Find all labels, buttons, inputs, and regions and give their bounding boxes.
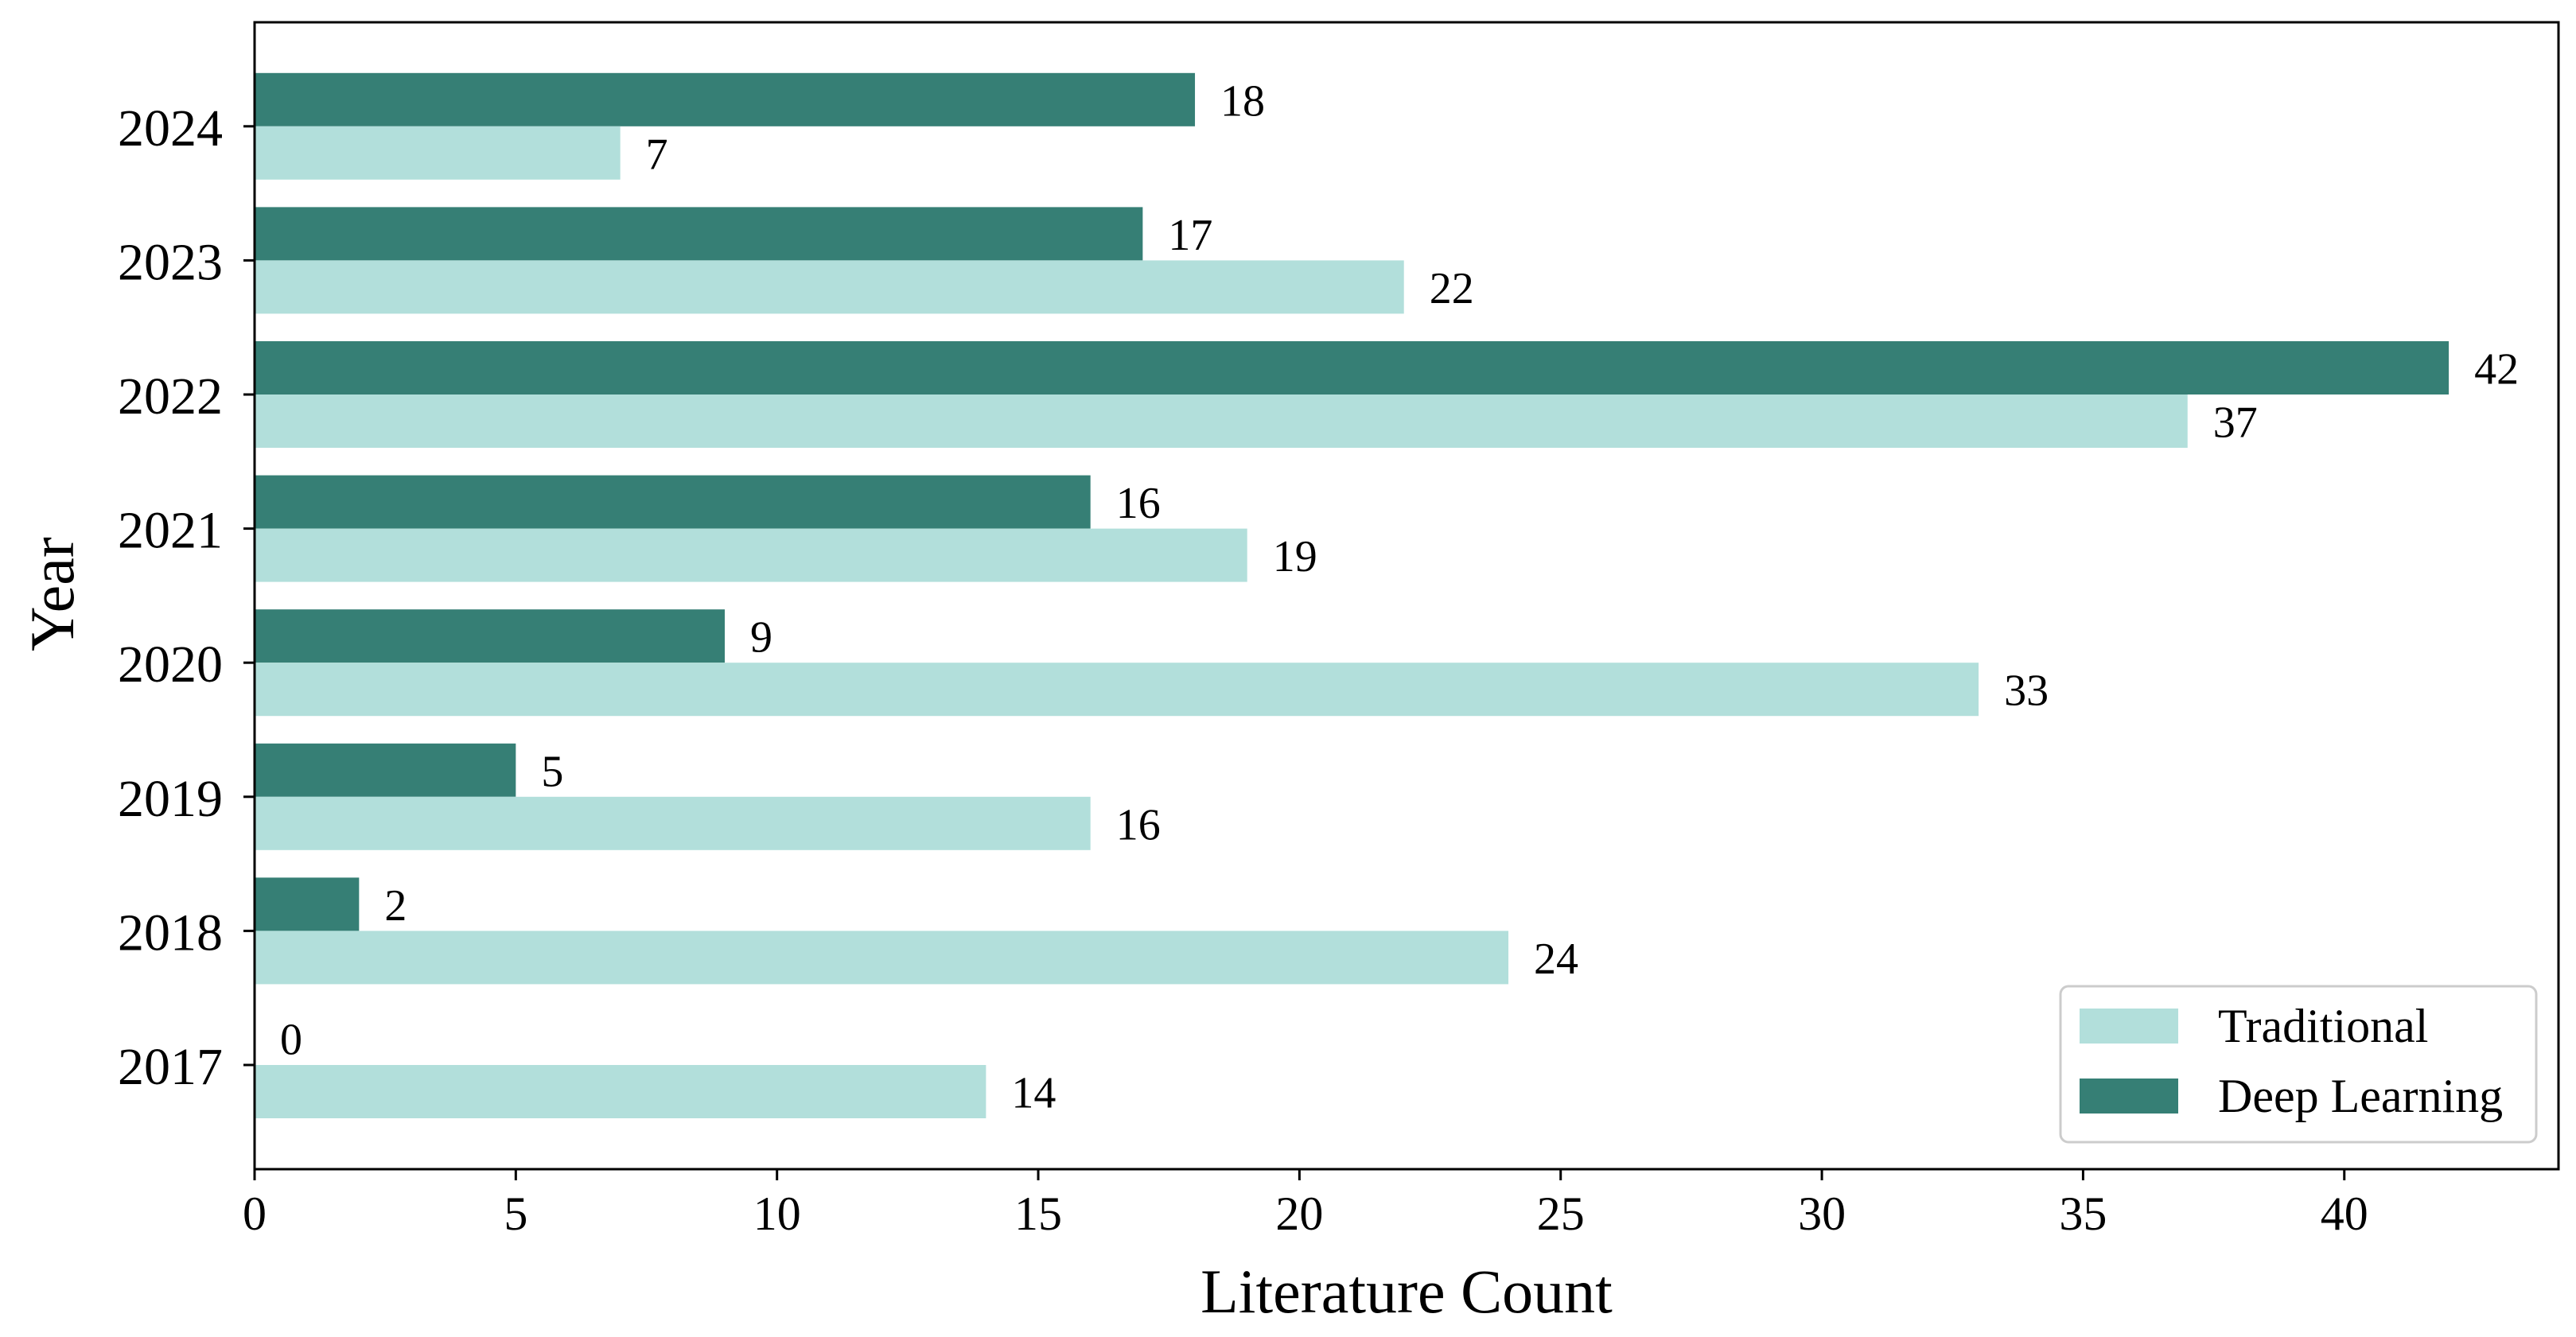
x-tick-label-20: 20: [1275, 1187, 1323, 1240]
data-label-deep-learning-2020: 9: [750, 613, 772, 663]
x-tick-label-10: 10: [753, 1187, 801, 1240]
bar-traditional-2020: [255, 663, 1979, 717]
data-label-deep-learning-2019: 5: [541, 747, 563, 796]
bar-deep-learning-2018: [255, 877, 360, 931]
y-tick-label-2023: 2023: [118, 233, 223, 291]
bar-traditional-2019: [255, 796, 1091, 850]
y-tick-label-2021: 2021: [118, 502, 223, 560]
y-tick-label-2024: 2024: [118, 99, 223, 157]
x-tick-label-0: 0: [243, 1187, 267, 1240]
bar-traditional-2022: [255, 394, 2188, 448]
data-labels-layer: 0 14 2 24 5 16 9 33 16 19 42 37 17 22 18 7: [280, 76, 2519, 1117]
y-axis-title: Year: [18, 537, 87, 651]
bar-deep-learning-2019: [255, 743, 516, 797]
data-label-deep-learning-2024: 18: [1220, 76, 1265, 126]
data-label-deep-learning-2022: 42: [2474, 345, 2519, 394]
x-tick-label-35: 35: [2059, 1187, 2107, 1240]
legend: Traditional Deep Learning: [2059, 985, 2538, 1144]
data-label-deep-learning-2017: 0: [280, 1016, 302, 1065]
bar-deep-learning-2024: [255, 72, 1196, 126]
bar-traditional-2021: [255, 528, 1247, 582]
data-label-deep-learning-2018: 2: [384, 881, 407, 931]
x-tick-label-15: 15: [1014, 1187, 1062, 1240]
bar-traditional-2023: [255, 260, 1404, 314]
bar-traditional-2017: [255, 1065, 986, 1118]
data-label-traditional-2017: 14: [1011, 1069, 1056, 1118]
y-tick-label-2019: 2019: [118, 770, 223, 828]
bar-traditional-2024: [255, 126, 621, 180]
data-label-traditional-2020: 33: [2004, 667, 2049, 716]
data-label-deep-learning-2023: 17: [1168, 211, 1212, 260]
data-label-deep-learning-2021: 16: [1116, 479, 1161, 528]
legend-label-traditional: Traditional: [2218, 1000, 2428, 1052]
bar-deep-learning-2022: [255, 341, 2450, 394]
data-label-traditional-2023: 22: [1430, 264, 1474, 313]
x-tick-label-40: 40: [2321, 1187, 2368, 1240]
y-tick-label-2022: 2022: [118, 367, 223, 426]
x-tick-label-30: 30: [1798, 1187, 1846, 1240]
bars-layer: [255, 72, 2450, 1118]
legend-swatch-deep-learning: [2080, 1079, 2178, 1114]
bar-traditional-2018: [255, 931, 1509, 985]
bar-deep-learning-2020: [255, 609, 726, 663]
bar-deep-learning-2021: [255, 475, 1091, 529]
data-label-traditional-2018: 24: [1534, 935, 1578, 984]
data-label-traditional-2021: 19: [1273, 532, 1317, 581]
y-tick-label-2018: 2018: [118, 904, 223, 962]
x-tick-label-25: 25: [1537, 1187, 1585, 1240]
y-tick-label-2020: 2020: [118, 635, 223, 694]
y-tick-label-2017: 2017: [118, 1038, 223, 1096]
legend-swatch-traditional: [2080, 1009, 2178, 1044]
plot-frame: [253, 21, 2560, 1171]
data-label-traditional-2022: 37: [2213, 398, 2258, 448]
bar-deep-learning-2023: [255, 207, 1143, 261]
x-axis-title: Literature Count: [1200, 1257, 1613, 1326]
x-tick-label-5: 5: [504, 1187, 527, 1240]
legend-box: [2059, 985, 2538, 1144]
data-label-traditional-2019: 16: [1116, 800, 1161, 849]
legend-label-deep-learning: Deep Learning: [2218, 1070, 2503, 1122]
data-label-traditional-2024: 7: [646, 130, 668, 179]
